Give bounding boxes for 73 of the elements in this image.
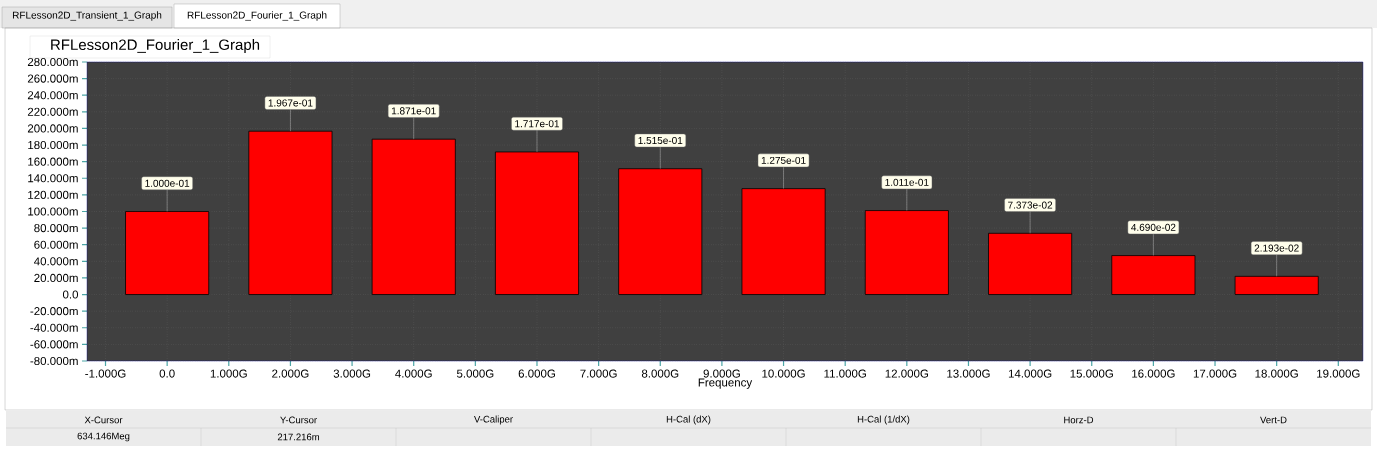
text: X-Cursor (84, 416, 123, 424)
text: 217.216m (277, 433, 320, 441)
x-tick-label: 13.000G (947, 369, 990, 378)
text: H-Cal (dX) (666, 415, 711, 425)
bar (1111, 255, 1196, 295)
x-tick-label: 8.000G (641, 369, 679, 378)
bar (741, 188, 826, 295)
x-tick-label: 10.000G (762, 369, 805, 378)
y-tick-label: 100.000m (28, 207, 78, 216)
y-tick-label: 180.000m (28, 140, 78, 150)
text: Horz-D (1064, 416, 1094, 424)
x-tick-label: 2.000G (272, 369, 309, 378)
x-axis-title: Frequency (698, 378, 753, 389)
annotation: 1.011e-01 (885, 178, 929, 186)
x-tick-label: 11.000G (824, 369, 866, 378)
x-tick-label: 6.000G (518, 369, 555, 378)
y-tick-label: 260.000m (27, 74, 78, 83)
y-tick-label: 40.000m (34, 257, 78, 266)
text: V-Caliper (474, 415, 513, 425)
x-tick-label: 4.000G (395, 369, 432, 378)
y-tick-label: -80.000m (30, 356, 78, 366)
annotation: 4.690e-02 (1131, 223, 1176, 231)
bar (1234, 275, 1319, 295)
y-tick-label: 220.000m (27, 107, 78, 116)
x-tick-label: 0.0 (159, 369, 175, 378)
y-tick-label: -60.000m (30, 340, 78, 349)
bar (864, 210, 949, 295)
annotation: 1.000e-01 (145, 179, 190, 187)
bar (988, 232, 1073, 295)
x-tick-label: 14.000G (1008, 369, 1052, 378)
y-tick-label: 80.000m (34, 224, 78, 233)
text: H-Cal (1/dX) (857, 415, 910, 425)
x-tick-label: 7.000G (580, 369, 617, 378)
x-tick-label: 15.000G (1070, 369, 1113, 378)
x-tick-label: 17.000G (1193, 369, 1237, 378)
bar (494, 151, 579, 295)
y-tick-label: 120.000m (28, 190, 78, 199)
y-tick-label: 200.000m (27, 124, 78, 133)
annotation: 7.373e-02 (1008, 201, 1053, 209)
x-tick-label: 1.000G (210, 369, 247, 378)
y-tick-label: 280.000m (27, 57, 78, 67)
bar (371, 138, 456, 295)
annotation: 1.967e-01 (268, 99, 313, 107)
y-tick-label: 60.000m (34, 240, 78, 249)
text: RFLesson2D_Transient_1_Graph (12, 11, 162, 21)
bar (248, 130, 333, 295)
y-tick-label: 240.000m (27, 91, 78, 100)
x-tick-label: 3.000G (333, 369, 371, 378)
annotation: 1.515e-01 (638, 136, 683, 145)
y-tick-label: 20.000m (34, 273, 78, 282)
annotation: 1.871e-01 (391, 107, 436, 115)
bar (618, 168, 703, 295)
x-tick-label: 16.000G (1132, 369, 1175, 378)
text: Vert-D (1260, 416, 1287, 424)
bar (125, 211, 210, 295)
x-tick-label: 18.000G (1255, 369, 1298, 378)
text: 634.146Meg (77, 432, 130, 442)
y-tick-label: 0.0 (62, 290, 79, 299)
text: Y-Cursor (280, 416, 317, 424)
y-tick-label: 140.000m (28, 174, 78, 183)
annotation: 2.193e-02 (1254, 244, 1299, 252)
text: RFLesson2D_Fourier_1_Graph (187, 11, 327, 21)
x-tick-label: 5.000G (456, 369, 494, 378)
y-tick-label: -40.000m (30, 323, 78, 332)
x-tick-label: 9.000G (703, 369, 740, 378)
annotation: 1.717e-01 (515, 120, 560, 128)
x-tick-label: 12.000G (885, 369, 929, 378)
chart-title: RFLesson2D_Fourier_1_Graph (51, 39, 260, 53)
x-tick-label: -1.000G (85, 369, 126, 378)
y-tick-label: 160.000m (28, 157, 78, 166)
y-tick-label: -20.000m (30, 307, 78, 316)
x-tick-label: 19.000G (1317, 369, 1360, 378)
annotation: 1.275e-01 (761, 156, 806, 164)
